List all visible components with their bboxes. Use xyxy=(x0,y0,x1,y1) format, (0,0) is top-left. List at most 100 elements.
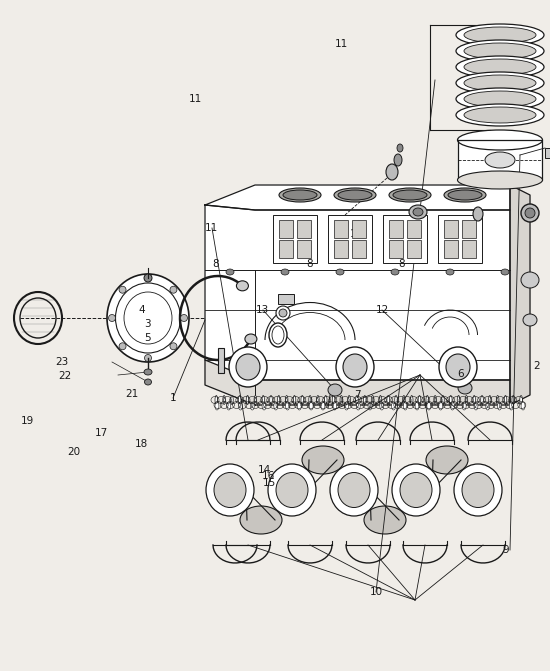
Bar xyxy=(545,148,550,158)
Text: 19: 19 xyxy=(21,417,34,426)
Text: 2: 2 xyxy=(533,361,540,370)
Bar xyxy=(407,240,421,258)
Bar xyxy=(334,240,348,258)
Ellipse shape xyxy=(458,171,542,189)
Ellipse shape xyxy=(446,269,454,275)
Ellipse shape xyxy=(464,107,536,123)
Ellipse shape xyxy=(439,402,443,410)
Ellipse shape xyxy=(387,395,389,405)
Ellipse shape xyxy=(392,464,440,516)
Ellipse shape xyxy=(464,59,536,75)
Ellipse shape xyxy=(446,354,470,380)
Ellipse shape xyxy=(520,395,522,405)
Ellipse shape xyxy=(340,395,343,405)
Ellipse shape xyxy=(473,395,476,405)
Ellipse shape xyxy=(481,395,483,405)
Ellipse shape xyxy=(448,190,482,200)
Ellipse shape xyxy=(108,315,116,321)
Text: 9: 9 xyxy=(503,546,509,555)
Bar xyxy=(383,215,427,263)
Text: 13: 13 xyxy=(256,305,270,315)
Ellipse shape xyxy=(415,402,419,410)
Bar xyxy=(462,240,476,258)
Ellipse shape xyxy=(413,208,423,216)
Ellipse shape xyxy=(523,314,537,326)
Text: 17: 17 xyxy=(95,428,108,437)
Bar xyxy=(273,215,317,263)
Polygon shape xyxy=(205,185,510,210)
Bar xyxy=(328,215,372,263)
Ellipse shape xyxy=(317,395,319,405)
Ellipse shape xyxy=(473,207,483,221)
Ellipse shape xyxy=(239,395,241,405)
Ellipse shape xyxy=(434,395,437,405)
Bar xyxy=(462,220,476,238)
Ellipse shape xyxy=(456,40,544,62)
Ellipse shape xyxy=(464,27,536,43)
Ellipse shape xyxy=(371,395,374,405)
Ellipse shape xyxy=(270,395,272,405)
Ellipse shape xyxy=(458,382,472,394)
Polygon shape xyxy=(205,360,510,405)
Ellipse shape xyxy=(521,272,539,288)
Ellipse shape xyxy=(278,395,280,405)
Ellipse shape xyxy=(458,130,542,150)
Ellipse shape xyxy=(262,395,265,405)
Ellipse shape xyxy=(439,347,477,387)
Ellipse shape xyxy=(474,402,478,410)
Bar xyxy=(389,220,403,238)
Ellipse shape xyxy=(485,152,515,168)
Ellipse shape xyxy=(170,343,177,350)
Text: 8: 8 xyxy=(306,259,313,268)
Ellipse shape xyxy=(283,190,317,200)
Text: 22: 22 xyxy=(58,371,72,380)
Ellipse shape xyxy=(206,464,254,516)
Ellipse shape xyxy=(364,395,366,405)
Text: 18: 18 xyxy=(135,440,149,449)
Ellipse shape xyxy=(348,395,350,405)
Text: 4: 4 xyxy=(139,305,145,315)
Ellipse shape xyxy=(246,395,249,405)
Ellipse shape xyxy=(226,269,234,275)
Text: 11: 11 xyxy=(189,95,202,104)
Bar xyxy=(407,220,421,238)
Ellipse shape xyxy=(386,164,398,180)
Ellipse shape xyxy=(394,154,402,166)
Ellipse shape xyxy=(465,395,468,405)
Ellipse shape xyxy=(285,395,288,405)
Ellipse shape xyxy=(397,144,403,152)
Polygon shape xyxy=(510,185,530,405)
Ellipse shape xyxy=(254,395,257,405)
Text: 8: 8 xyxy=(212,259,219,268)
Ellipse shape xyxy=(410,395,413,405)
Text: 11: 11 xyxy=(350,229,363,238)
Text: 11: 11 xyxy=(334,39,348,48)
Bar xyxy=(279,220,293,238)
Bar xyxy=(278,294,294,304)
Ellipse shape xyxy=(236,281,249,291)
Ellipse shape xyxy=(521,204,539,222)
Ellipse shape xyxy=(395,395,397,405)
Ellipse shape xyxy=(330,464,378,516)
Ellipse shape xyxy=(245,334,257,344)
Ellipse shape xyxy=(119,287,126,293)
Ellipse shape xyxy=(180,315,188,321)
Ellipse shape xyxy=(229,347,267,387)
Ellipse shape xyxy=(276,472,308,507)
Ellipse shape xyxy=(145,354,151,362)
Ellipse shape xyxy=(274,402,278,410)
Ellipse shape xyxy=(427,402,431,410)
Text: 21: 21 xyxy=(125,389,139,399)
Ellipse shape xyxy=(344,402,348,410)
Bar xyxy=(352,240,366,258)
Text: 23: 23 xyxy=(55,358,68,367)
Ellipse shape xyxy=(321,402,325,410)
Ellipse shape xyxy=(279,309,287,317)
Ellipse shape xyxy=(449,395,452,405)
Ellipse shape xyxy=(170,287,177,293)
Bar xyxy=(389,240,403,258)
Ellipse shape xyxy=(462,402,466,410)
Text: 7: 7 xyxy=(354,390,361,399)
Ellipse shape xyxy=(230,395,233,405)
Ellipse shape xyxy=(389,188,431,202)
